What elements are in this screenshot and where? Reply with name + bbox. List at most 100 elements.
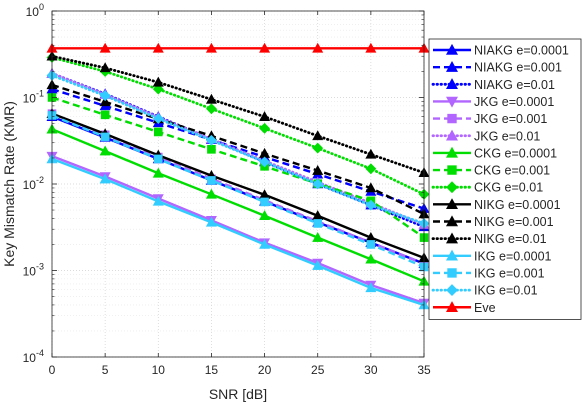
data-point xyxy=(312,259,324,270)
legend-marker xyxy=(447,165,457,175)
data-point xyxy=(259,210,271,221)
legend-label: IKG e=0.01 xyxy=(474,284,538,298)
y-tick-label: 10-3 xyxy=(23,262,44,279)
data-point xyxy=(100,110,110,120)
legend-label: NIKG e=0.001 xyxy=(474,215,554,229)
y-tick-label: 10-2 xyxy=(23,175,44,192)
data-point xyxy=(259,238,271,249)
data-point xyxy=(153,154,163,164)
series-line xyxy=(51,83,425,216)
data-point xyxy=(99,62,111,73)
data-point xyxy=(99,145,111,156)
data-point xyxy=(365,253,377,264)
legend-marker xyxy=(445,232,459,244)
data-point xyxy=(259,111,271,121)
legend-label: CKG e=0.001 xyxy=(474,164,550,178)
data-point xyxy=(312,42,324,53)
legend-marker xyxy=(446,181,458,194)
data-point xyxy=(312,178,324,190)
series-line xyxy=(50,54,426,175)
data-point xyxy=(365,199,377,211)
series-line xyxy=(51,96,425,239)
legend-label: NIKG e=0.0001 xyxy=(474,198,561,212)
y-tick-label: 100 xyxy=(26,2,44,19)
legend-marker xyxy=(445,215,459,227)
legend-label: NIAKG e=0.01 xyxy=(474,78,555,92)
y-axis-label: Key Mismatch Rate (KMR) xyxy=(1,101,17,267)
series-line xyxy=(51,114,425,269)
x-tick-label: 25 xyxy=(311,363,325,377)
data-point xyxy=(260,197,269,207)
series-14 xyxy=(46,69,430,229)
legend-marker xyxy=(447,268,457,278)
legend-marker xyxy=(447,113,457,124)
x-tick-label: 10 xyxy=(152,363,166,377)
legend-label: JKG e=0.0001 xyxy=(474,95,554,109)
legend-marker xyxy=(446,284,458,297)
series-line xyxy=(50,56,426,196)
data-point xyxy=(259,42,271,53)
legend-label: NIKG e=0.01 xyxy=(474,232,547,246)
legend-marker xyxy=(445,43,459,55)
data-point xyxy=(99,90,111,102)
data-point xyxy=(153,127,163,137)
data-point xyxy=(99,96,111,107)
x-tick-label: 0 xyxy=(49,363,56,377)
legend: NIAKG e=0.0001 NIAKG e=0.001 NIAKG e=0.01 J… xyxy=(428,38,582,320)
data-point xyxy=(313,219,323,228)
legend-marker xyxy=(445,129,459,141)
data-point xyxy=(205,188,217,199)
data-point xyxy=(312,142,324,154)
data-point xyxy=(206,134,217,146)
y-tick-label: 10-4 xyxy=(23,348,44,365)
legend-marker xyxy=(445,249,459,261)
data-point xyxy=(152,167,164,178)
data-point xyxy=(365,282,377,293)
legend-label: NIAKG e=0.0001 xyxy=(474,44,569,58)
data-point xyxy=(205,93,217,104)
legend-marker xyxy=(445,198,459,210)
data-point xyxy=(312,231,324,242)
axes: 0 5 10 15 20 25 30 35 10-4 10-3 10-2 10-1 100 xyxy=(23,2,431,377)
series-line xyxy=(51,155,425,305)
legend-marker xyxy=(445,78,459,89)
legend-label: IKG e=0.001 xyxy=(474,266,545,280)
legend-label: CKG e=0.01 xyxy=(474,181,543,195)
series-12 xyxy=(46,153,430,310)
data-point xyxy=(99,42,111,53)
x-axis-label: SNR [dB] xyxy=(209,386,267,402)
x-tick-label: 30 xyxy=(364,363,378,377)
data-point xyxy=(152,83,164,95)
series-13 xyxy=(47,111,429,272)
legend-marker xyxy=(445,96,459,108)
legend-label: CKG e=0.0001 xyxy=(474,146,557,160)
data-point xyxy=(152,76,164,87)
data-point xyxy=(365,148,377,159)
data-point xyxy=(312,130,324,141)
legend-marker xyxy=(445,61,459,72)
data-point xyxy=(206,103,217,115)
data-point xyxy=(152,113,164,125)
x-tick-label: 15 xyxy=(205,363,219,377)
data-point xyxy=(365,42,377,53)
data-point xyxy=(312,164,324,175)
series-11 xyxy=(46,50,430,178)
data-point xyxy=(205,42,217,53)
data-point xyxy=(207,176,216,185)
series-line xyxy=(51,128,425,283)
data-point xyxy=(366,240,376,249)
legend-label: IKG e=0.0001 xyxy=(474,249,552,263)
data-point xyxy=(205,216,217,227)
legend-label: NIAKG e=0.001 xyxy=(474,61,562,75)
legend-label: Eve xyxy=(474,301,496,315)
data-point xyxy=(365,182,377,193)
x-tick-label: 20 xyxy=(258,363,272,377)
data-point xyxy=(100,132,110,142)
data-point xyxy=(152,42,164,53)
series-line xyxy=(51,157,425,307)
data-point xyxy=(365,163,377,175)
x-tick-label: 5 xyxy=(102,363,109,377)
data-point xyxy=(259,122,270,134)
data-point xyxy=(152,195,164,206)
series-line xyxy=(51,87,425,210)
